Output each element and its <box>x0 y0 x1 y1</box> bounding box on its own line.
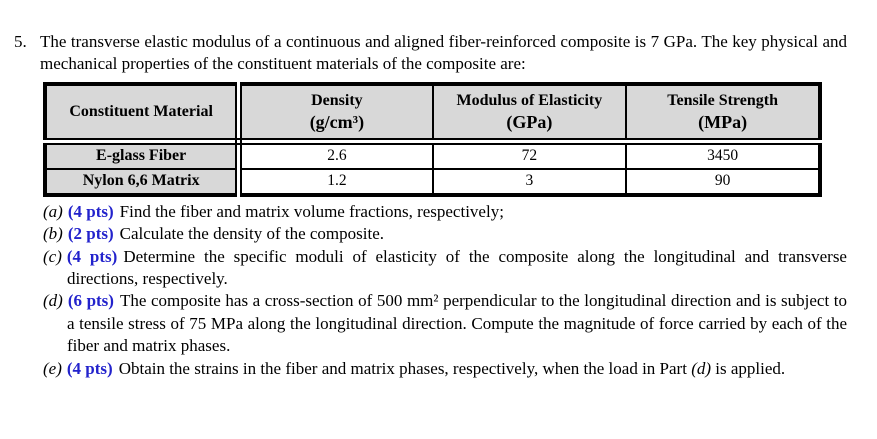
col-header-label: Density <box>311 91 363 109</box>
col-header-modulus: Modulus of Elasticity (GPa) <box>431 82 628 145</box>
part-text: Determine the specific moduli of elastic… <box>67 246 847 289</box>
part-e: (e) (4 pts) Obtain the strains in the fibe… <box>43 358 847 380</box>
col-header-unit: (g/cm³) <box>309 111 365 132</box>
col-header-unit: (MPa) <box>698 111 748 132</box>
cell-material: E-glass Fiber <box>44 140 243 170</box>
col-header-label: Constituent Material <box>69 102 213 120</box>
col-header-strength: Tensile Strength (MPa) <box>625 82 821 145</box>
part-c: (c) (4 pts) Determine the specific moduli … <box>43 246 847 291</box>
part-marker: (b) <box>43 224 63 244</box>
table-row: Nylon 6,6 Matrix 1.2 3 90 <box>44 167 821 196</box>
col-header-density: Density (g/cm³) <box>237 82 434 145</box>
cell-material: Nylon 6,6 Matrix <box>44 167 243 196</box>
part-points: (4 pts) <box>67 201 114 221</box>
cell-strength: 3450 <box>625 140 821 170</box>
table-header-row: Constituent Material Density (g/cm³) Mod… <box>44 82 821 145</box>
part-points: (6 pts) <box>67 291 114 311</box>
cell-strength: 90 <box>625 167 821 196</box>
part-points: (4 pts) <box>66 246 118 266</box>
part-b: (b) (2 pts) Calculate the density of the c… <box>43 223 847 245</box>
col-header-unit: (GPa) <box>506 111 553 132</box>
part-text: is applied. <box>711 358 786 378</box>
properties-table: Constituent Material Density (g/cm³) Mod… <box>43 81 822 197</box>
cell-density: 2.6 <box>237 140 434 170</box>
part-marker: (c) <box>43 246 62 266</box>
table-row: E-glass Fiber 2.6 72 3450 <box>44 140 821 170</box>
problem-statement: 5. The transverse elastic modulus of a c… <box>14 31 847 76</box>
part-text: Obtain the strains in the fiber and matr… <box>118 358 692 378</box>
col-header-label: Tensile Strength <box>667 91 778 109</box>
part-reference: (d) <box>691 358 712 378</box>
problem-number: 5. <box>14 32 27 51</box>
cell-modulus: 3 <box>431 167 628 196</box>
part-points: (4 pts) <box>66 358 113 378</box>
part-marker: (d) <box>43 291 63 311</box>
part-points: (2 pts) <box>67 224 114 244</box>
part-text: Find the fiber and matrix volume fractio… <box>119 201 504 221</box>
col-header-label: Modulus of Elasticity <box>456 91 603 109</box>
part-marker: (e) <box>43 358 62 378</box>
part-marker: (a) <box>43 201 63 221</box>
part-text: The composite has a cross-section of 500… <box>67 291 847 356</box>
parts-list: (a) (4 pts) Find the fiber and matrix volu… <box>43 201 847 380</box>
part-text: Calculate the density of the composite. <box>119 224 385 244</box>
problem-intro: The transverse elastic modulus of a cont… <box>40 32 847 74</box>
part-a: (a) (4 pts) Find the fiber and matrix volu… <box>43 201 847 223</box>
col-header-material: Constituent Material <box>44 82 243 145</box>
cell-density: 1.2 <box>237 167 434 196</box>
cell-modulus: 72 <box>431 140 628 170</box>
part-d: (d) (6 pts) The composite has a cross-sect… <box>43 290 847 357</box>
